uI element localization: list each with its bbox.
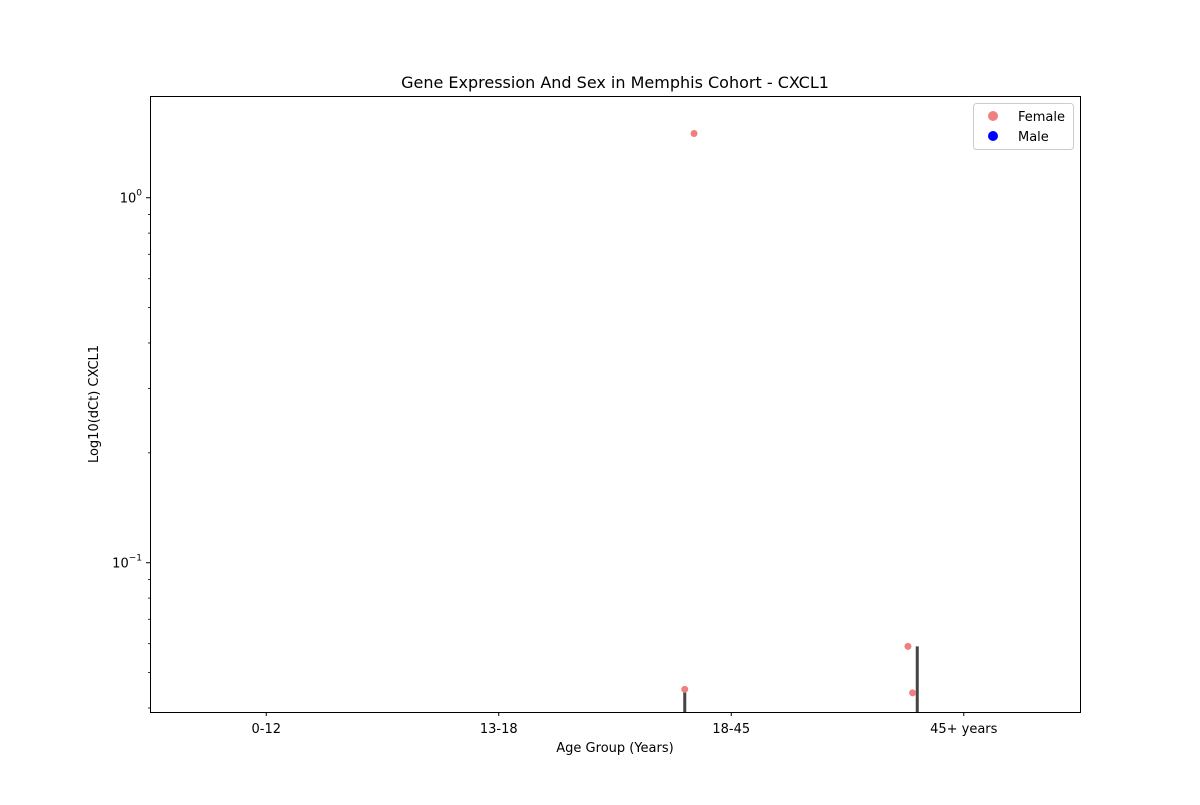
legend-marker bbox=[988, 111, 998, 121]
y-axis-label: Log10(dCt) CXCL1 bbox=[87, 345, 102, 463]
data-points bbox=[681, 129, 917, 697]
x-tick-label: 18-45 bbox=[712, 722, 750, 737]
y-tick-exponent: 0 bbox=[136, 189, 142, 199]
y-tick-exponent: −1 bbox=[129, 554, 142, 564]
legend-box bbox=[973, 103, 1074, 150]
y-tick-label: 10−1 bbox=[112, 554, 142, 572]
x-tick-label: 13-18 bbox=[480, 722, 518, 737]
plot-area bbox=[150, 96, 1081, 713]
x-axis-ticks: 0-12 13-18 18-45 45+ years bbox=[251, 712, 998, 737]
legend-label: Female bbox=[1018, 110, 1065, 125]
y-tick-base: 10 bbox=[120, 192, 137, 207]
data-point-female bbox=[681, 685, 689, 693]
data-point-female bbox=[690, 129, 698, 137]
legend: Female Male bbox=[973, 103, 1074, 150]
data-point-female bbox=[909, 689, 917, 697]
data-point-female bbox=[904, 642, 912, 650]
chart-title: Gene Expression And Sex in Memphis Cohor… bbox=[401, 73, 829, 92]
x-axis-label: Age Group (Years) bbox=[556, 741, 673, 756]
legend-label: Male bbox=[1018, 130, 1049, 145]
y-tick-label: 100 bbox=[120, 189, 143, 207]
y-tick-base: 10 bbox=[112, 557, 129, 572]
legend-marker bbox=[988, 131, 998, 141]
x-tick-label: 45+ years bbox=[930, 722, 998, 737]
error-bars bbox=[683, 646, 919, 712]
x-tick-label: 0-12 bbox=[251, 722, 281, 737]
